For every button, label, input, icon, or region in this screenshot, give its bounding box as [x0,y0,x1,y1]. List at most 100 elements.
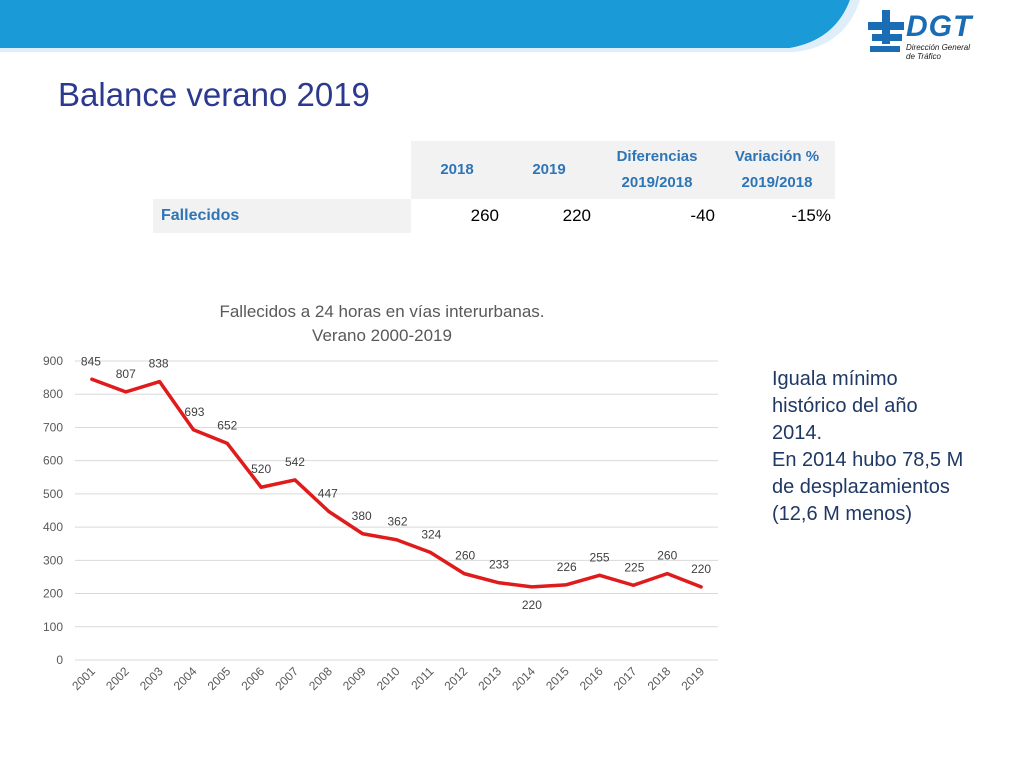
data-point [293,478,297,482]
data-point [699,585,703,589]
data-label: 260 [657,549,677,563]
data-point [124,390,128,394]
data-point [598,573,602,577]
logo-brand: DGT [906,10,973,43]
data-label: 652 [217,418,237,432]
y-tick-label: 0 [56,653,63,667]
side-note-line: Iguala mínimo [772,368,898,390]
data-label: 693 [184,405,204,419]
table-row: Fallecidos 260 220 -40 -15% [153,199,835,233]
cell-variacion: -15% [791,206,831,225]
data-label: 220 [522,598,542,612]
y-tick-label: 600 [43,454,63,468]
data-label: 807 [116,367,136,381]
header-2018: 2018 [411,141,503,199]
data-label: 324 [421,527,441,541]
data-label: 225 [624,560,644,574]
data-label: 220 [691,562,711,576]
header-2019: 2019 [503,141,595,199]
side-note-line: En 2014 hubo 78,5 M [772,449,964,471]
x-tick-label: 2003 [137,664,166,693]
y-tick-label: 300 [43,553,63,567]
side-note-line: (12,6 M menos) [772,503,913,525]
data-label: 447 [318,486,338,500]
logo-subtitle: Dirección General de Tráfico [906,43,986,61]
data-label: 362 [387,515,407,529]
x-tick-label: 2011 [408,664,436,692]
x-tick-label: 2002 [103,664,132,693]
x-tick-label: 2007 [272,664,301,693]
x-tick-label: 2018 [645,664,674,693]
header-diferencias: Diferencias 2019/2018 [595,141,719,199]
data-point [90,377,94,381]
logo-subtitle-line1: Dirección General [906,43,971,52]
x-tick-label: 2004 [171,664,200,693]
data-point [259,485,263,489]
data-label: 260 [455,549,475,563]
summary-table-header-row: 2018 2019 Diferencias 2019/2018 Variació… [153,141,835,199]
y-tick-label: 200 [43,587,63,601]
chart-title-line: Fallecidos a 24 horas en vías interurban… [219,302,544,321]
header-diferencias-line2: 2019/2018 [621,174,693,191]
data-point [428,550,432,554]
side-note-line: de desplazamientos [772,476,950,498]
data-point [361,532,365,536]
data-point [327,509,331,513]
x-tick-label: 2019 [678,664,707,693]
data-label: 255 [590,550,610,564]
data-label: 520 [251,462,271,476]
x-tick-label: 2017 [611,664,640,693]
data-point [462,572,466,576]
logo-subtitle-line2: de Tráfico [906,52,941,61]
data-point [530,585,534,589]
data-label: 226 [557,560,577,574]
header-variacion: Variación % 2019/2018 [719,141,835,199]
header-variacion-line2: 2019/2018 [741,174,813,191]
y-tick-label: 800 [43,387,63,401]
data-point [665,572,669,576]
page-title: Balance verano 2019 [58,76,370,113]
x-tick-label: 2001 [69,664,98,693]
cell-2018: 260 [470,206,499,225]
dgt-logo-icon [868,10,904,52]
chart-title-line: Verano 2000-2019 [312,326,452,345]
data-point [225,441,229,445]
data-point [564,583,568,587]
y-tick-label: 400 [43,520,63,534]
data-label: 542 [285,455,305,469]
x-tick-label: 2016 [577,664,606,693]
series-line [90,377,703,589]
x-tick-label: 2008 [306,664,335,693]
y-tick-label: 100 [43,620,63,634]
x-tick-label: 2013 [475,664,504,693]
header-diferencias-line1: Diferencias [616,148,698,165]
x-tick-label: 2014 [509,664,538,693]
y-tick-label: 900 [43,354,63,368]
x-tick-label: 2012 [442,664,471,693]
data-label: 233 [489,558,509,572]
data-point [496,581,500,585]
cell-2019: 220 [562,206,591,225]
data-label: 380 [352,509,372,523]
x-tick-label: 2006 [238,664,267,693]
data-label: 845 [81,354,101,368]
y-tick-label: 500 [43,487,63,501]
summary-table: 2018 2019 Diferencias 2019/2018 Variació… [153,141,835,233]
row-label-fallecidos: Fallecidos [153,199,411,233]
data-point [191,428,195,432]
header-variacion-line1: Variación % [734,148,820,165]
x-tick-label: 2009 [340,664,369,693]
side-note-line: histórico del año [772,395,918,417]
side-note: Iguala mínimo histórico del año 2014. En 20… [772,366,1012,528]
data-point [631,583,635,587]
cell-diferencia: -40 [690,206,715,225]
x-tick-label: 2015 [543,664,572,693]
data-label: 838 [149,357,169,371]
x-tick-label: 2005 [205,664,234,693]
x-tick-label: 2010 [374,664,403,693]
y-tick-label: 700 [43,420,63,434]
data-point [158,380,162,384]
data-point [395,538,398,542]
header-band [0,0,860,52]
